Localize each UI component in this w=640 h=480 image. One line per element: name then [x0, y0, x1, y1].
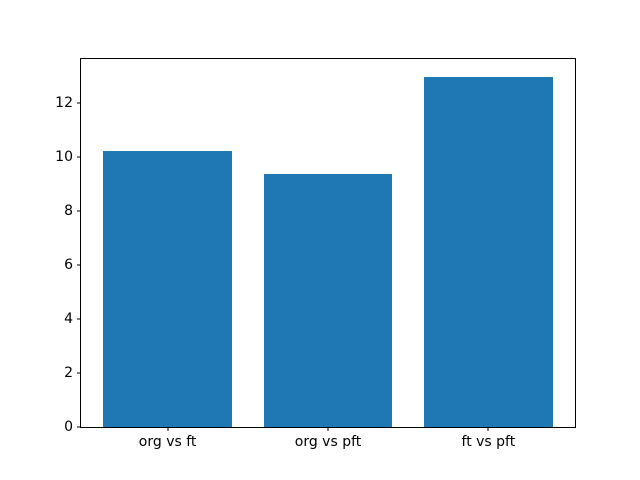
x-axis-tick — [487, 427, 489, 431]
x-axis-tick — [327, 427, 329, 431]
x-axis-tick-label: org vs ft — [138, 434, 197, 450]
y-axis-tick-label: 2 — [64, 365, 73, 382]
y-axis-tick — [77, 426, 81, 428]
x-axis-tick — [167, 427, 169, 431]
y-axis-tick-label: 10 — [55, 149, 73, 166]
bar — [103, 150, 232, 427]
y-axis-tick-label: 6 — [64, 257, 73, 274]
y-axis-tick — [77, 102, 81, 104]
x-axis-tick-label: org vs pft — [294, 434, 362, 450]
bar — [263, 174, 393, 427]
y-axis-tick — [77, 264, 81, 266]
y-axis-tick-label: 8 — [64, 203, 73, 220]
plot-area: 0 2 4 6 8 10 12 org vs ft org vs pft ft vs pft — [55, 58, 576, 449]
y-axis-tick-label: 12 — [55, 95, 73, 112]
y-axis-tick — [77, 210, 81, 212]
y-axis-tick — [77, 318, 81, 320]
y-axis-tick — [77, 156, 81, 158]
bar — [424, 76, 553, 427]
y-axis-tick-label: 4 — [64, 311, 73, 328]
y-axis-tick-label: 0 — [64, 419, 73, 435]
x-axis-tick-label: ft vs pft — [461, 434, 516, 450]
y-axis-tick — [77, 372, 81, 374]
